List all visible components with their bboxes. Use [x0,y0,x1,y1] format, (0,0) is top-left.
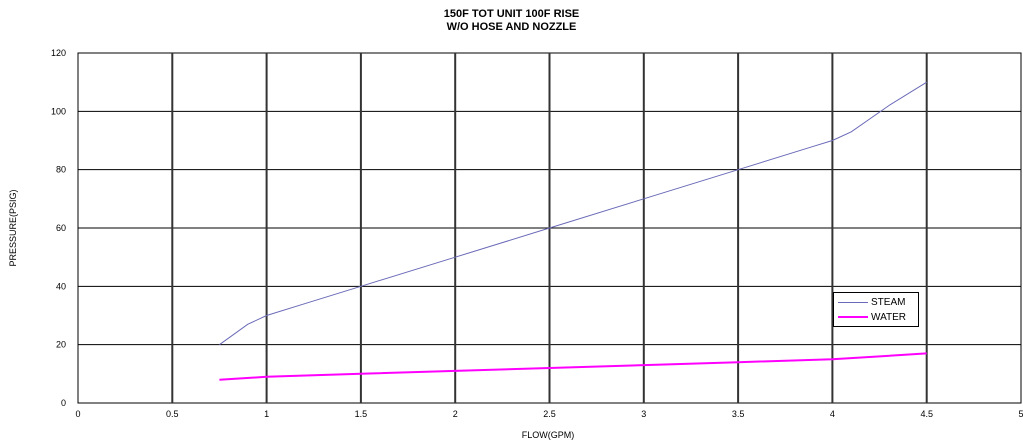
y-tick-label: 120 [51,48,66,58]
y-axis-label: PRESSURE(PSIG) [8,189,18,266]
x-tick-label: 0.5 [166,409,179,419]
series-line-steam [219,82,926,345]
x-tick-label: 3 [641,409,646,419]
legend-item-water: WATER [838,310,906,324]
x-tick-label: 2.5 [543,409,556,419]
y-tick-label: 100 [51,106,66,116]
tick-labels: 0 20 40 60 80 100 120 0 0.5 1 1.5 2 2.5 3 3.5 4 4.5 5 [51,48,1023,419]
x-tick-label: 0 [75,409,80,419]
legend: STEAM WATER [833,292,919,327]
legend-label-steam: STEAM [871,297,905,308]
x-tick-label: 1 [264,409,269,419]
y-tick-label: 20 [56,340,66,350]
series-line-water [219,353,926,379]
legend-item-steam: STEAM [838,295,905,309]
x-tick-label: 4.5 [920,409,933,419]
y-tick-label: 80 [56,165,66,175]
legend-swatch-water [838,316,868,318]
x-axis-label: FLOW(GPM) [522,430,575,440]
legend-swatch-steam [838,302,868,303]
x-tick-label: 5 [1018,409,1023,419]
series-lines [219,82,926,380]
legend-label-water: WATER [871,312,906,323]
x-tick-label: 1.5 [355,409,368,419]
y-tick-label: 0 [61,398,66,408]
y-tick-label: 60 [56,223,66,233]
x-tick-label: 2 [453,409,458,419]
x-tick-label: 4 [830,409,835,419]
y-tick-label: 40 [56,281,66,291]
x-tick-label: 3.5 [732,409,745,419]
